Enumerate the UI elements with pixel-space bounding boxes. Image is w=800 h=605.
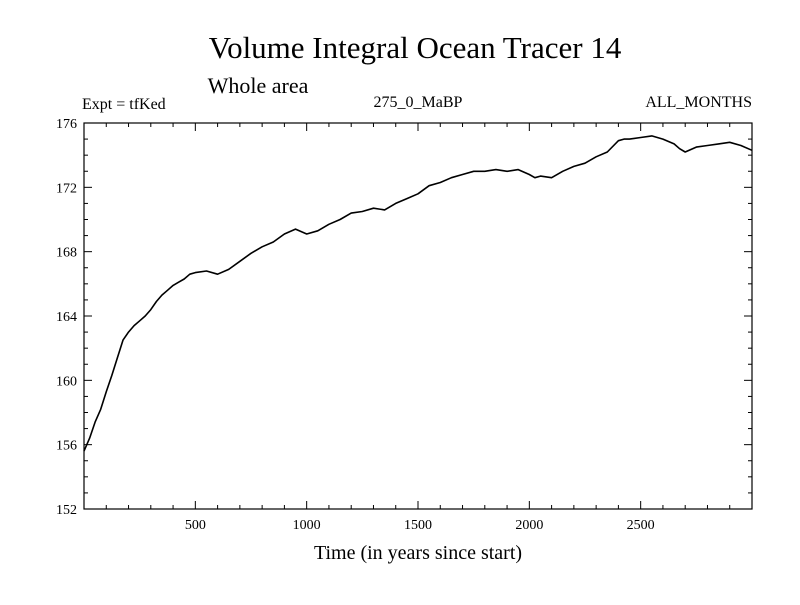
y-tick-label: 164 [56, 310, 77, 325]
y-tick-label: 176 [56, 117, 77, 132]
series-line [83, 135, 753, 452]
x-tick-label: 500 [185, 518, 206, 533]
y-tick-label: 160 [56, 374, 77, 389]
y-tick-label: 156 [56, 439, 77, 454]
x-axis-label: Time (in years since start) [314, 542, 522, 564]
axes [83, 122, 753, 510]
months-annotation: ALL_MONTHS [645, 94, 752, 111]
x-tick-label: 1000 [293, 518, 321, 533]
period-annotation: 275_0_MaBP [374, 94, 463, 111]
y-tick-label: 152 [56, 503, 77, 518]
ticks [84, 123, 752, 509]
chart-subtitle: Whole area [208, 73, 309, 98]
plot-frame [83, 122, 753, 510]
y-tick-label: 172 [56, 181, 77, 196]
chart-title: Volume Integral Ocean Tracer 14 [209, 30, 622, 65]
tick-labels: 500 1000 1500 2000 2500 152 156 160 164 168 172 176 [56, 117, 655, 533]
x-tick-label: 2500 [627, 518, 655, 533]
x-tick-label: 2000 [515, 518, 543, 533]
x-tick-label: 1500 [404, 518, 432, 533]
series [83, 135, 753, 452]
expt-annotation: Expt = tfKed [82, 96, 166, 113]
y-tick-label: 168 [56, 246, 77, 261]
